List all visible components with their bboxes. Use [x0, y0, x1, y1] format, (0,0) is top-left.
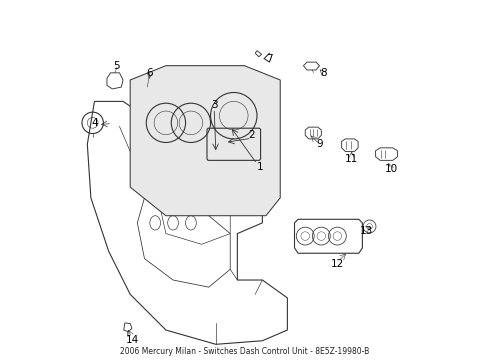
Text: 13: 13	[359, 226, 372, 236]
Polygon shape	[130, 66, 280, 216]
Text: 14: 14	[125, 335, 138, 345]
Text: 6: 6	[146, 68, 153, 78]
Text: 12: 12	[330, 259, 343, 269]
Text: 10: 10	[384, 164, 397, 174]
Text: 5: 5	[113, 61, 120, 71]
Text: 1: 1	[257, 162, 264, 172]
Text: 2006 Mercury Milan - Switches Dash Control Unit - 8E5Z-19980-B: 2006 Mercury Milan - Switches Dash Contr…	[120, 347, 368, 356]
Text: 3: 3	[210, 100, 217, 110]
Text: 9: 9	[316, 139, 322, 149]
Text: 11: 11	[345, 154, 358, 163]
Text: 4: 4	[92, 118, 98, 128]
Text: 7: 7	[265, 54, 272, 64]
Text: 2: 2	[248, 130, 254, 140]
Text: 8: 8	[319, 68, 325, 78]
